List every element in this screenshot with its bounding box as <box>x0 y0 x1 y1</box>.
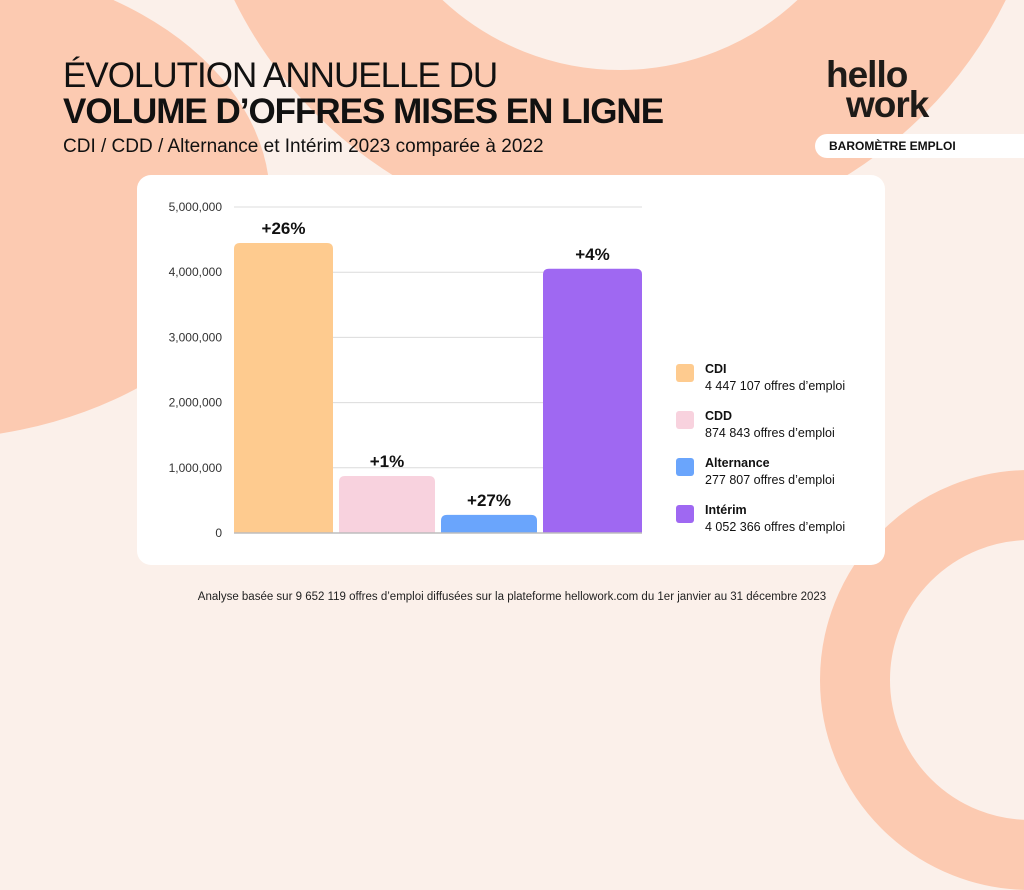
legend-swatch <box>676 411 694 429</box>
bar-chart: 0 1,000,000 2,000,000 3,000,000 4,000,000 5,0… <box>169 200 642 540</box>
legend-detail: 4 052 366 offres d’emploi <box>705 520 846 534</box>
y-tick-label: 3,000,000 <box>169 330 223 344</box>
bar-alternance <box>441 514 537 533</box>
title-line-1: ÉVOLUTION ANNUELLE DU <box>63 56 498 95</box>
legend-swatch <box>676 458 694 476</box>
title-line-2: VOLUME D’OFFRES MISES EN LIGNE <box>63 92 664 131</box>
footer-note: Analyse basée sur 9 652 119 offres d’emp… <box>197 591 827 603</box>
bar-cdi <box>234 243 333 533</box>
data-label: +27% <box>467 491 511 510</box>
y-tick-label: 0 <box>215 526 222 540</box>
chart-card: 0 1,000,000 2,000,000 3,000,000 4,000,000 5,0… <box>137 175 885 565</box>
data-label: +1% <box>370 452 405 471</box>
logo-line-2: work <box>846 84 929 125</box>
y-tick-label: 1,000,000 <box>169 461 223 475</box>
data-label: +26% <box>262 219 306 238</box>
y-tick-label: 4,000,000 <box>169 265 223 279</box>
y-tick-label: 5,000,000 <box>169 200 223 214</box>
legend-name: Alternance <box>705 456 770 470</box>
legend-detail: 4 447 107 offres d’emploi <box>705 379 846 393</box>
bar-cdd <box>339 475 435 533</box>
barometre-badge: BAROMÈTRE EMPLOI <box>815 134 1024 158</box>
bar-intrim <box>543 268 642 533</box>
y-tick-label: 2,000,000 <box>169 396 223 410</box>
legend-name: Intérim <box>705 503 747 517</box>
legend-name: CDD <box>705 409 733 423</box>
legend-swatch <box>676 364 694 382</box>
data-label: +4% <box>575 245 610 264</box>
legend-detail: 277 807 offres d’emploi <box>705 473 835 487</box>
legend-detail: 874 843 offres d’emploi <box>705 426 835 440</box>
legend-name: CDI <box>705 362 727 376</box>
logo-line-1: hello <box>826 54 908 95</box>
legend-swatch <box>676 505 694 523</box>
hellowork-logo: hello work <box>826 56 929 125</box>
subtitle: CDI / CDD / Alternance et Intérim 2023 c… <box>63 136 544 157</box>
